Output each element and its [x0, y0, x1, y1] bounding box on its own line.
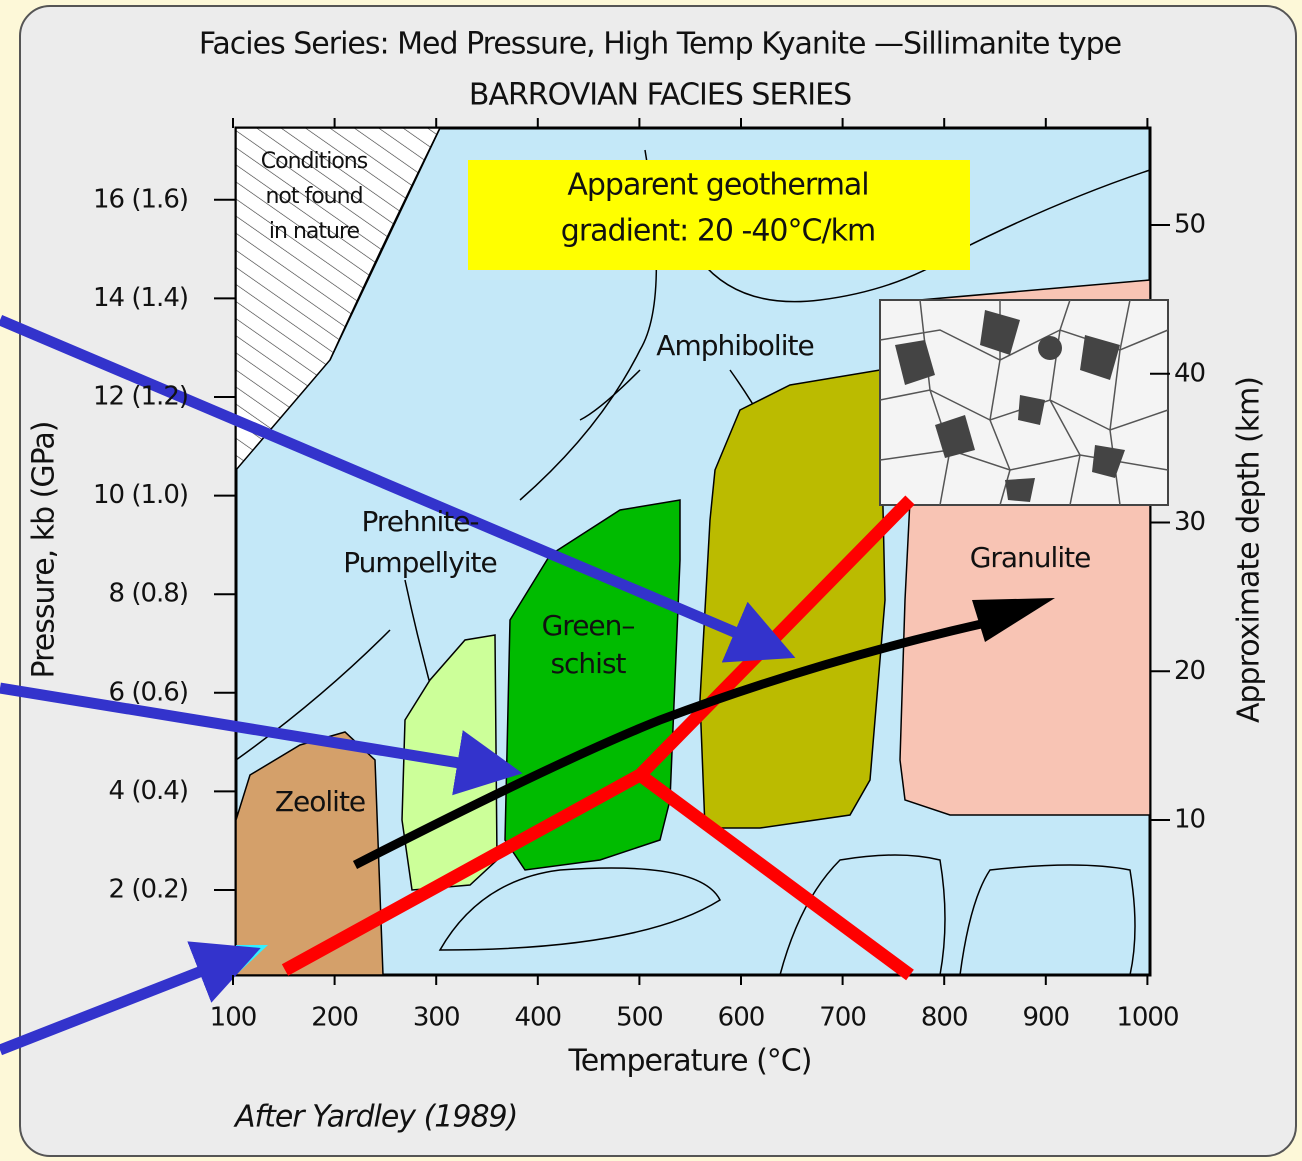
region-label: Granulite	[970, 541, 1091, 574]
region-label: Pumpellyite	[343, 546, 497, 579]
x-axis-label: Temperature (°C)	[568, 1044, 812, 1079]
plot	[234, 126, 1169, 981]
x-tick-label: 300	[413, 1003, 460, 1033]
region-label: Amphibolite	[656, 329, 813, 362]
region-label: Conditions	[261, 149, 368, 174]
x-tick-label: 600	[718, 1003, 765, 1033]
y-axis-label: Pressure, kb (GPa)	[27, 422, 62, 679]
note-box	[468, 160, 970, 270]
note-line: Apparent geothermal	[567, 168, 868, 203]
pointer-arrow	[0, 314, 796, 663]
x-tick-label: 200	[311, 1003, 358, 1033]
y-tick-label: 12 (1.2)	[93, 382, 188, 412]
region-label: Zeolite	[275, 785, 365, 818]
x-tick-label: 700	[819, 1003, 866, 1033]
y-tick-label: 4 (0.4)	[109, 776, 188, 806]
boundary	[699, 169, 1151, 303]
y2-tick-label: 50	[1174, 210, 1205, 240]
y2-tick-label: 20	[1174, 656, 1205, 686]
y-tick-label: 10 (1.0)	[93, 480, 188, 510]
path-arrowhead	[972, 598, 1055, 642]
region-label: Prehnite-	[361, 505, 478, 538]
y-tick-label: 16 (1.6)	[93, 184, 188, 214]
y2-tick-label: 40	[1174, 358, 1205, 388]
y2-tick-label: 10	[1174, 805, 1205, 835]
y-tick-label: 2 (0.2)	[109, 875, 188, 905]
x-tick-label: 800	[921, 1003, 968, 1033]
region-label: in nature	[269, 219, 360, 244]
boundary	[959, 864, 1136, 976]
amphibolite-region	[699, 369, 886, 829]
title: Facies Series: Med Pressure, High Temp K…	[199, 27, 1121, 62]
subtitle: BARROVIAN FACIES SERIES	[469, 78, 851, 113]
region-label: Green–	[542, 609, 635, 642]
credit: After Yardley (1989)	[233, 1100, 517, 1135]
note-line: gradient: 20 -40°C/km	[561, 214, 875, 249]
region-label: not found	[265, 184, 362, 209]
x-tick-label: 500	[616, 1003, 663, 1033]
x-tick-label: 100	[210, 1003, 257, 1033]
boundary	[779, 854, 946, 976]
y-tick-label: 6 (0.6)	[109, 677, 188, 707]
y-tick-label: 14 (1.4)	[93, 283, 188, 313]
boundary	[438, 867, 721, 951]
y2-tick-label: 30	[1174, 507, 1205, 537]
x-tick-label: 400	[514, 1003, 561, 1033]
geotherm-lines	[281, 495, 915, 981]
texture-inset	[879, 299, 1169, 506]
labels: 100 200 300 400 500 600 700 800 900 1000 2 (0.2) 4 …	[93, 118, 1206, 1033]
path-arrow	[352, 617, 991, 870]
boundary	[329, 127, 441, 361]
y-tick-label: 8 (0.8)	[109, 579, 188, 609]
pointer-arrow	[0, 682, 523, 796]
x-tick-label: 1000	[1116, 1003, 1178, 1033]
x-tick-label: 900	[1022, 1003, 1069, 1033]
pointer-arrows	[0, 314, 796, 1056]
boundary	[235, 629, 391, 761]
pointer-arrow	[0, 941, 261, 1056]
reaction-line	[636, 769, 914, 981]
region-label: schist	[550, 647, 626, 680]
y2-axis-label: Approximate depth (km)	[1232, 377, 1267, 723]
boundary	[579, 369, 641, 421]
